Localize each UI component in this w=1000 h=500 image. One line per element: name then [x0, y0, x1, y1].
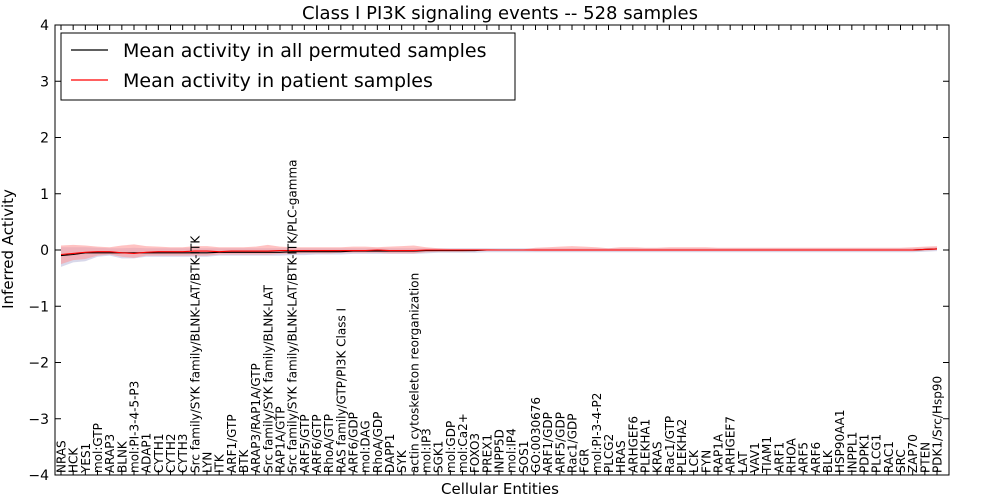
x-tick-label: ARF5/GTP	[298, 414, 312, 473]
x-tick-label: LAT	[736, 451, 750, 473]
x-tick-label: ARF6/GDP	[347, 412, 361, 473]
y-tick-label: −2	[28, 356, 49, 372]
x-tick-label: ARAP3/RAP1A/GTP	[249, 363, 263, 473]
x-tick-label: RHOA	[785, 437, 799, 473]
x-tick-label: TIAM1	[760, 436, 774, 474]
x-tick-label: mol:PI-3-4-P2	[590, 393, 604, 473]
series-lines	[60, 248, 938, 257]
x-tick-label: BLNK	[115, 440, 129, 473]
chart-title: Class I PI3K signaling events -- 528 sam…	[302, 3, 698, 24]
x-tick-label: FGR	[578, 448, 592, 473]
x-tick-label: SYK	[395, 449, 409, 473]
x-tick-label: INPPL1	[845, 432, 859, 473]
x-tick-label: Rac1/GDP	[566, 414, 580, 473]
x-tick-label: CYTH1	[152, 433, 166, 473]
x-tick-label: FOXO3	[468, 433, 482, 473]
x-tick-label: PTEN	[918, 442, 932, 473]
legend: Mean activity in all permuted samples Me…	[60, 32, 516, 101]
y-tick-label: 1	[40, 187, 49, 203]
x-tick-label: NRAS	[55, 440, 69, 473]
x-tick-label: RhoA/GDP	[371, 412, 385, 473]
legend-label-permuted: Mean activity in all permuted samples	[123, 40, 486, 62]
x-tick-label: ARF5	[797, 442, 811, 473]
x-tick-label: ARHGEF6	[626, 416, 640, 473]
x-tick-label: ARF5/GDP	[553, 412, 567, 473]
series-line-1	[60, 248, 938, 256]
x-tick-label: ARF6/GTP	[310, 414, 324, 473]
x-tick-label: PLCG1	[870, 434, 884, 473]
x-tick-label: FYN	[699, 450, 713, 473]
x-tick-label: ARF1	[772, 442, 786, 473]
x-tick-label: RAS family/GTP/PI3K Class I	[334, 308, 348, 473]
x-tick-label: CYTH2	[164, 434, 178, 474]
y-tick-label: −1	[28, 299, 49, 315]
x-tick-label: Src family/SYK family/BLNK-LAT/BTK-ITK	[188, 235, 202, 473]
x-tick-label: ITK	[213, 453, 227, 473]
x-tick-label: LYN	[201, 452, 215, 473]
x-tick-label: Src family/SYK family/BLNK-LAT	[261, 284, 275, 473]
x-tick-label: SOS1	[517, 441, 531, 473]
x-axis-label: Cellular Entities	[441, 480, 559, 498]
x-tick-label: RAP1A	[712, 433, 726, 473]
x-tick-label: mol:DAG	[359, 420, 373, 473]
x-tick-label: PLEKHA1	[639, 419, 653, 473]
x-tick-label: HRAS	[614, 440, 628, 473]
x-tick-label: ARF1/GDP	[541, 412, 555, 473]
y-tick-label: −4	[28, 468, 49, 484]
x-tick-label: KRAS	[651, 441, 665, 473]
y-tick-label: 0	[40, 243, 49, 259]
x-tick-label: ZAP70	[906, 434, 920, 473]
x-tick-label: GO:0030676	[529, 397, 543, 473]
x-tick-label: ARHGEF7	[724, 416, 738, 473]
y-axis-label: Inferred Activity	[0, 189, 17, 309]
x-tick-label: RAP1A/GTP	[274, 406, 288, 473]
x-tick-label: ARF6	[809, 442, 823, 473]
x-tick-label: PLEKHA2	[675, 419, 689, 473]
x-tick-label: mol:Ca2+	[456, 413, 470, 473]
x-tick-label: LCK	[687, 449, 701, 473]
x-tick-label: CYTH3	[176, 434, 190, 474]
plot-frame	[54, 24, 950, 476]
x-axis-ticks: NRASHCKYES1mol:GTPARAP3BLNKmol:PI-3-4-5-…	[55, 25, 945, 475]
x-tick-label: VAV1	[748, 442, 762, 473]
x-tick-label: mol:IP4	[505, 428, 519, 473]
y-tick-label: −3	[28, 412, 49, 428]
band-1	[61, 244, 937, 265]
x-tick-label: RhoA/GTP	[322, 414, 336, 473]
x-tick-label: RAC1	[882, 441, 896, 473]
x-tick-label: HSP90AA1	[833, 409, 847, 473]
x-tick-label: ARAP3	[103, 434, 117, 473]
x-tick-label: BLK	[821, 449, 835, 473]
x-tick-label: mol:PI-3-4-5-P3	[128, 381, 142, 473]
x-tick-label: PREX1	[480, 434, 494, 473]
x-tick-label: mol:GDP	[444, 421, 458, 473]
x-tick-label: SRC	[894, 449, 908, 473]
y-tick-label: 4	[40, 18, 49, 34]
y-axis-ticks: −4 −3 −2 −1 0 1 2 3 4	[28, 18, 949, 484]
x-tick-label: mol:GTP	[91, 423, 105, 473]
x-tick-label: YES1	[79, 443, 93, 474]
y-tick-label: 3	[40, 74, 49, 90]
x-tick-label: DAPP1	[383, 434, 397, 473]
x-tick-label: Rac1/GTP	[663, 416, 677, 473]
x-tick-label: PDPK1	[858, 434, 872, 473]
x-tick-label: PLCG2	[602, 434, 616, 473]
x-tick-label: ARF1/GTP	[225, 414, 239, 473]
legend-box	[60, 32, 516, 101]
x-tick-label: HCK	[67, 447, 81, 473]
x-tick-label: mol:IP3	[420, 428, 434, 473]
y-tick-label: 2	[40, 131, 49, 147]
x-tick-label: INPP5D	[493, 429, 507, 473]
x-tick-label: actin cytoskeleton reorganization	[407, 273, 421, 473]
x-tick-label: Src family/SYK family/BLNK-LAT/BTK-ITK/P…	[286, 159, 300, 473]
x-tick-label: PDK1/Src/Hsp90	[931, 376, 945, 473]
x-tick-label: SGK1	[432, 441, 446, 473]
legend-label-patient: Mean activity in patient samples	[123, 70, 433, 92]
x-tick-label: BTK	[237, 448, 251, 473]
x-tick-label: ADAP1	[140, 433, 154, 473]
